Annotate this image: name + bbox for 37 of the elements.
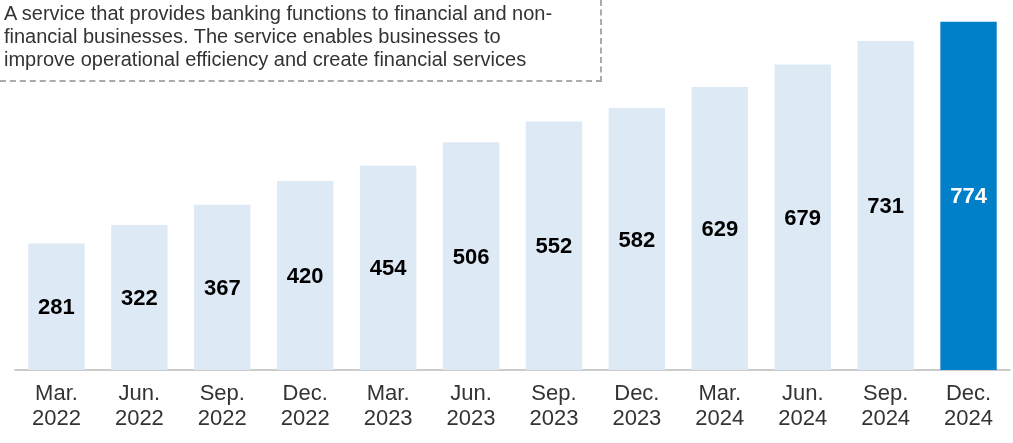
annotation: A service that provides banking functions to financial and non-financial businesses. The service enables businesses to improve operational efficiency and create financial services <box>4 2 554 71</box>
data-label: 322 <box>121 285 158 311</box>
x-tick-label: Dec. 2024 <box>944 380 994 430</box>
data-label: 774 <box>950 183 988 209</box>
bar <box>525 121 583 370</box>
x-tick-label: Sep. 2022 <box>197 380 247 430</box>
x-tick-label: Sep. 2023 <box>529 380 579 430</box>
bar <box>940 21 997 370</box>
bar <box>28 243 85 370</box>
bar <box>608 108 666 370</box>
x-tick-label: Jun. 2022 <box>114 380 164 430</box>
x-tick-label: Jun. 2024 <box>778 380 828 430</box>
x-tick-label: Mar. 2024 <box>695 380 745 430</box>
bar <box>774 64 831 370</box>
x-tick-label: Jun. 2023 <box>446 380 496 430</box>
data-label: 506 <box>452 243 490 269</box>
bar <box>194 204 251 370</box>
data-label: 731 <box>867 193 904 219</box>
data-label: 582 <box>618 226 656 252</box>
bar <box>111 225 168 370</box>
bar <box>442 142 500 370</box>
x-tick-label: Sep. 2024 <box>861 380 911 430</box>
x-tick-label: Mar. 2022 <box>31 380 81 430</box>
data-label: 367 <box>203 274 241 300</box>
data-label: 552 <box>535 233 573 259</box>
bar <box>691 86 748 370</box>
data-label: 281 <box>38 294 75 320</box>
data-label: 629 <box>701 215 739 241</box>
x-tick-label: Dec. 2022 <box>280 380 330 430</box>
data-label: 420 <box>286 263 324 288</box>
bar <box>359 165 417 370</box>
bar <box>277 181 334 370</box>
bar <box>857 41 914 370</box>
data-label: 679 <box>784 204 822 230</box>
x-tick-label: Dec. 2023 <box>612 380 662 430</box>
data-label: 454 <box>369 255 408 281</box>
x-tick-label: Mar. 2023 <box>363 380 413 430</box>
